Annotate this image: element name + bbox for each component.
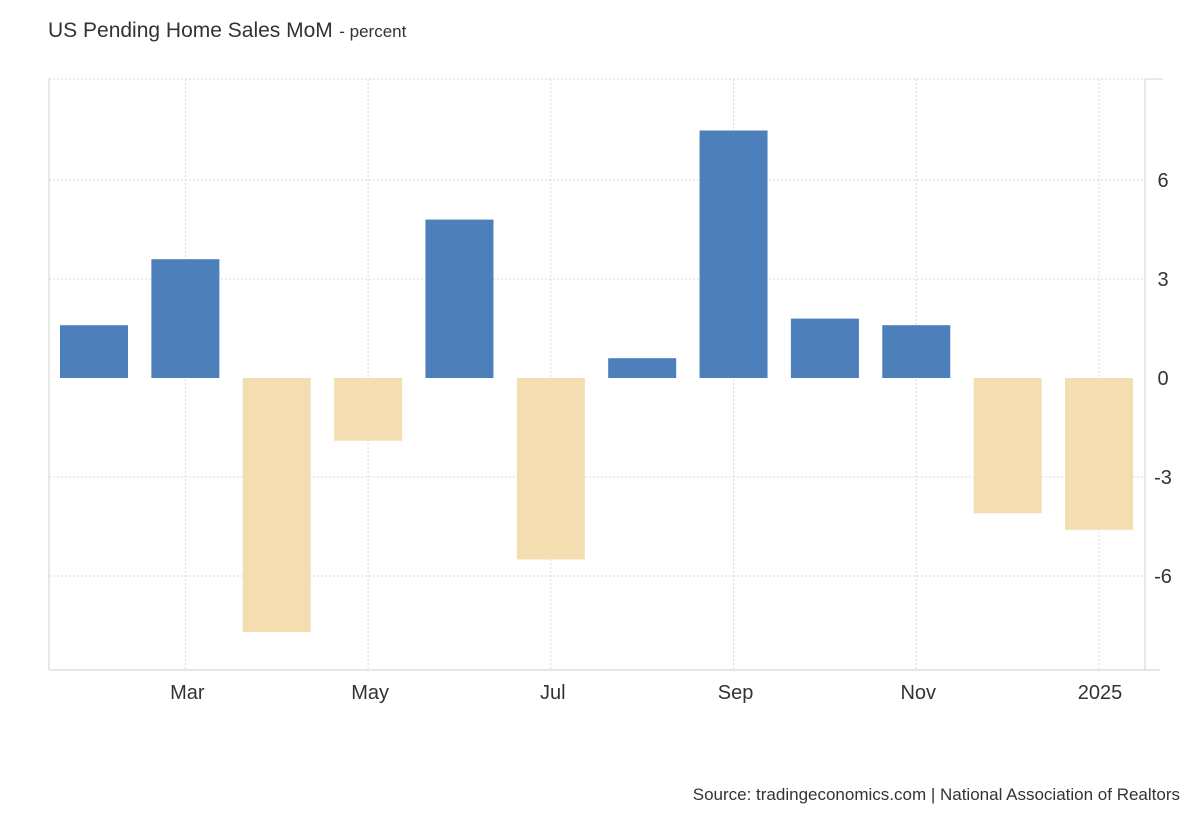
x-tick-label: Jul (540, 682, 566, 704)
bar-2024-12 (973, 378, 1042, 514)
x-tick-label: Mar (170, 682, 205, 704)
bar-2024-05 (334, 378, 403, 441)
bars (60, 130, 1133, 633)
x-tick-label: Sep (718, 682, 754, 704)
grid-lines (49, 78, 1145, 670)
bar-2024-11 (882, 325, 951, 378)
bar-2024-10 (790, 318, 859, 378)
y-tick-label: -3 (1154, 467, 1172, 489)
source-note: Source: tradingeconomics.com | National … (692, 785, 1180, 804)
y-tick-label: 0 (1157, 368, 1168, 390)
bar-2024-08 (608, 358, 677, 378)
chart-title: US Pending Home Sales MoM (48, 19, 333, 42)
chart-subtitle: - percent (339, 22, 407, 41)
bar-2024-09 (699, 130, 768, 378)
y-tick-label: -6 (1154, 566, 1172, 588)
bar-2024-04 (242, 378, 311, 633)
x-tick-label: May (351, 682, 389, 704)
bar-2025-01 (1065, 378, 1133, 530)
bar-2024-07 (516, 378, 585, 560)
axes (48, 78, 1163, 671)
bar-2024-02 (60, 325, 128, 378)
y-tick-labels: 6 3 0 -3 -6 (1154, 170, 1172, 588)
x-tick-label: 2025 (1078, 682, 1123, 704)
y-tick-label: 3 (1157, 269, 1168, 291)
bar-2024-03 (151, 259, 220, 378)
chart-title-block: US Pending Home Sales MoM - percent (48, 19, 406, 43)
bar-2024-06 (425, 219, 494, 378)
y-tick-label: 6 (1157, 170, 1168, 192)
x-tick-label: Nov (900, 682, 936, 704)
x-tick-labels: Mar May Jul Sep Nov 2025 (170, 682, 1122, 704)
